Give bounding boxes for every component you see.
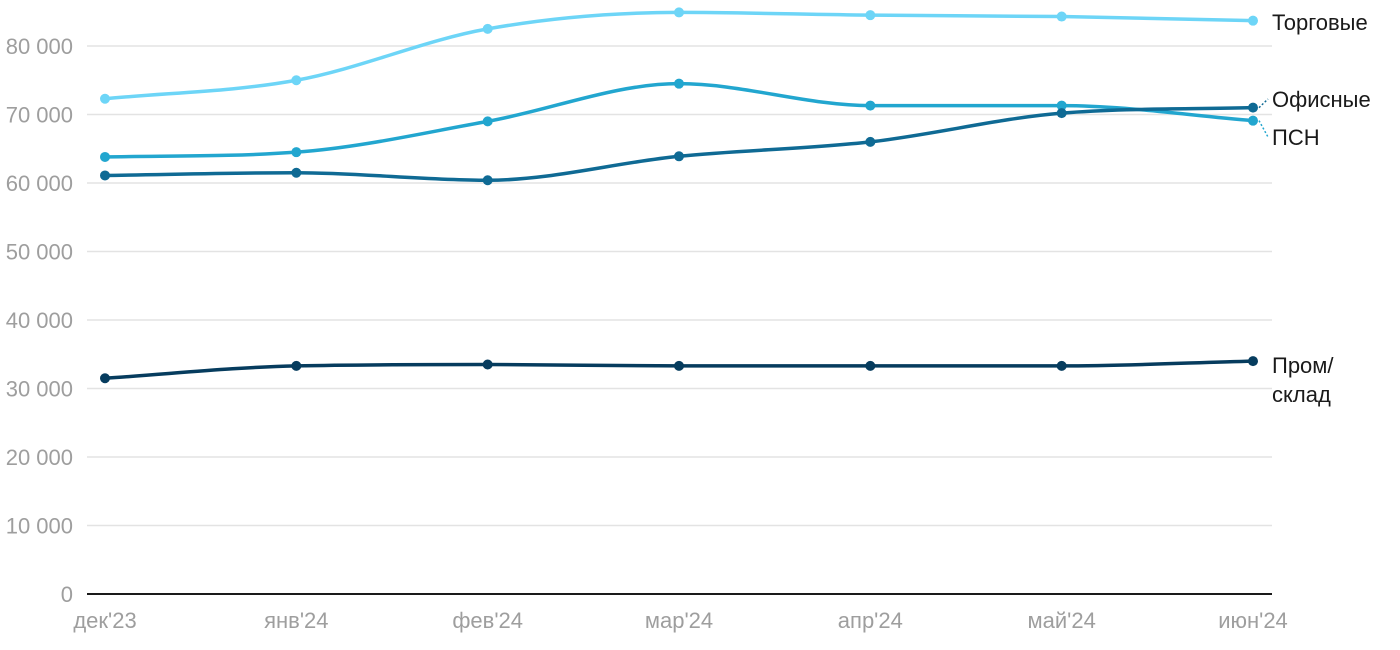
data-point bbox=[291, 167, 302, 178]
series-label-line: Пром/ bbox=[1272, 353, 1334, 378]
data-point bbox=[482, 359, 493, 370]
series-label: ПСН bbox=[1272, 125, 1320, 150]
y-tick-label: 50 000 bbox=[6, 240, 73, 265]
x-tick-label: мар'24 bbox=[645, 608, 713, 633]
y-tick-label: 80 000 bbox=[6, 34, 73, 59]
data-point bbox=[100, 151, 110, 162]
data-point bbox=[1056, 108, 1067, 119]
data-point bbox=[674, 360, 684, 371]
y-tick-label: 60 000 bbox=[6, 171, 73, 196]
series-label-line: Офисные bbox=[1272, 87, 1371, 112]
label-leader bbox=[1258, 120, 1269, 138]
label-leader bbox=[1258, 98, 1269, 109]
data-point bbox=[865, 360, 876, 371]
data-point bbox=[865, 136, 876, 147]
data-point bbox=[482, 23, 493, 34]
x-tick-label: фев'24 bbox=[452, 608, 523, 633]
data-point bbox=[1248, 15, 1258, 26]
x-tick-label: июн'24 bbox=[1218, 608, 1288, 633]
series-line bbox=[103, 81, 1255, 159]
data-point bbox=[1248, 102, 1258, 113]
series-label: Торговые bbox=[1272, 10, 1368, 35]
y-tick-label: 10 000 bbox=[6, 514, 73, 539]
y-tick-label: 30 000 bbox=[6, 377, 73, 402]
data-point bbox=[482, 175, 493, 186]
data-point bbox=[865, 10, 876, 21]
x-tick-label: май'24 bbox=[1028, 608, 1096, 633]
series-label: Офисные bbox=[1272, 87, 1371, 112]
y-tick-label: 70 000 bbox=[6, 103, 73, 128]
data-point bbox=[1248, 356, 1258, 367]
y-tick-label: 20 000 bbox=[6, 445, 73, 470]
data-point bbox=[482, 116, 493, 127]
data-point bbox=[100, 373, 110, 384]
data-point bbox=[291, 75, 302, 86]
y-tick-label: 40 000 bbox=[6, 308, 73, 333]
y-tick-label: 0 bbox=[61, 582, 73, 607]
data-point bbox=[674, 151, 684, 162]
x-tick-label: дек'23 bbox=[73, 608, 136, 633]
data-point bbox=[100, 170, 110, 181]
x-tick-label: апр'24 bbox=[838, 608, 903, 633]
series-points bbox=[100, 7, 1258, 384]
series-label-line: склад bbox=[1272, 382, 1331, 407]
data-point bbox=[1248, 115, 1258, 126]
data-point bbox=[1056, 11, 1067, 22]
y-axis-tick-labels: 0 10 000 20 000 30 000 40 000 50 000 60 000 70 … bbox=[6, 34, 73, 607]
data-point bbox=[100, 93, 110, 104]
x-tick-label: янв'24 bbox=[264, 608, 328, 633]
data-point bbox=[1056, 360, 1067, 371]
data-point bbox=[674, 7, 684, 18]
data-point bbox=[291, 147, 302, 158]
series-line bbox=[103, 105, 1255, 183]
data-point bbox=[865, 100, 876, 111]
series-label-line: Торговые bbox=[1272, 10, 1368, 35]
label-leader-lines bbox=[1258, 98, 1269, 138]
data-point bbox=[291, 360, 302, 371]
series-label-line: ПСН bbox=[1272, 125, 1320, 150]
gridlines bbox=[87, 45, 1272, 527]
data-point bbox=[674, 78, 684, 89]
series-lines bbox=[103, 10, 1255, 380]
x-axis-tick-labels: дек'23 янв'24 фев'24 мар'24 апр'24 май'24 июн'… bbox=[73, 608, 1287, 633]
series-label: Пром/склад bbox=[1272, 353, 1334, 407]
series-labels: Торговые ПСН Офисные Пром/склад bbox=[1272, 10, 1371, 407]
data-point bbox=[1056, 100, 1067, 111]
